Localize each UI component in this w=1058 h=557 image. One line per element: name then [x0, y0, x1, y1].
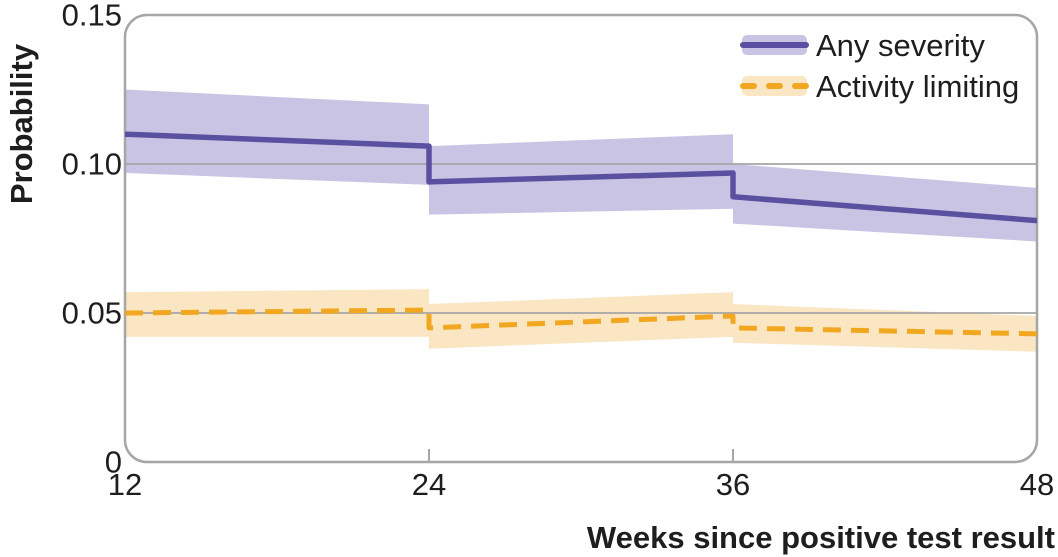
y-tick-label-0: 0: [104, 444, 122, 480]
plot-border: [123, 13, 1039, 464]
x-tick-label-24: 24: [411, 467, 447, 502]
x-tick-label-48: 48: [1019, 467, 1055, 502]
legend-label: Any severity: [816, 27, 985, 63]
legend-item-activity-limiting: Activity limiting: [740, 68, 1020, 104]
y-axis-title: Probability: [4, 43, 39, 205]
legend-item-any-severity: Any severity: [740, 27, 1019, 63]
ci-band-activity-limiting: [125, 289, 1037, 352]
x-axis-title: Weeks since positive test result: [586, 520, 1055, 555]
series-line-any-severity: [125, 131, 1037, 224]
legend-label: Activity limiting: [816, 68, 1020, 104]
y-tick-label-0.15: 0.15: [61, 0, 122, 33]
ci-band-any-severity: [125, 89, 1037, 242]
dashed-line-sample: [740, 83, 809, 89]
x-tick-label-12: 12: [107, 467, 143, 502]
x-tick-label-36: 36: [715, 467, 751, 502]
solid-line-sample: [740, 42, 809, 48]
legend-swatch-any-severity: [740, 35, 809, 55]
y-tick-label-0.05: 0.05: [61, 295, 122, 331]
legend: Any severity Activity limiting: [740, 27, 1020, 110]
series-line-activity-limiting: [125, 307, 1037, 337]
y-tick-label-0.10: 0.10: [61, 146, 122, 182]
legend-swatch-activity-limiting: [740, 76, 809, 96]
